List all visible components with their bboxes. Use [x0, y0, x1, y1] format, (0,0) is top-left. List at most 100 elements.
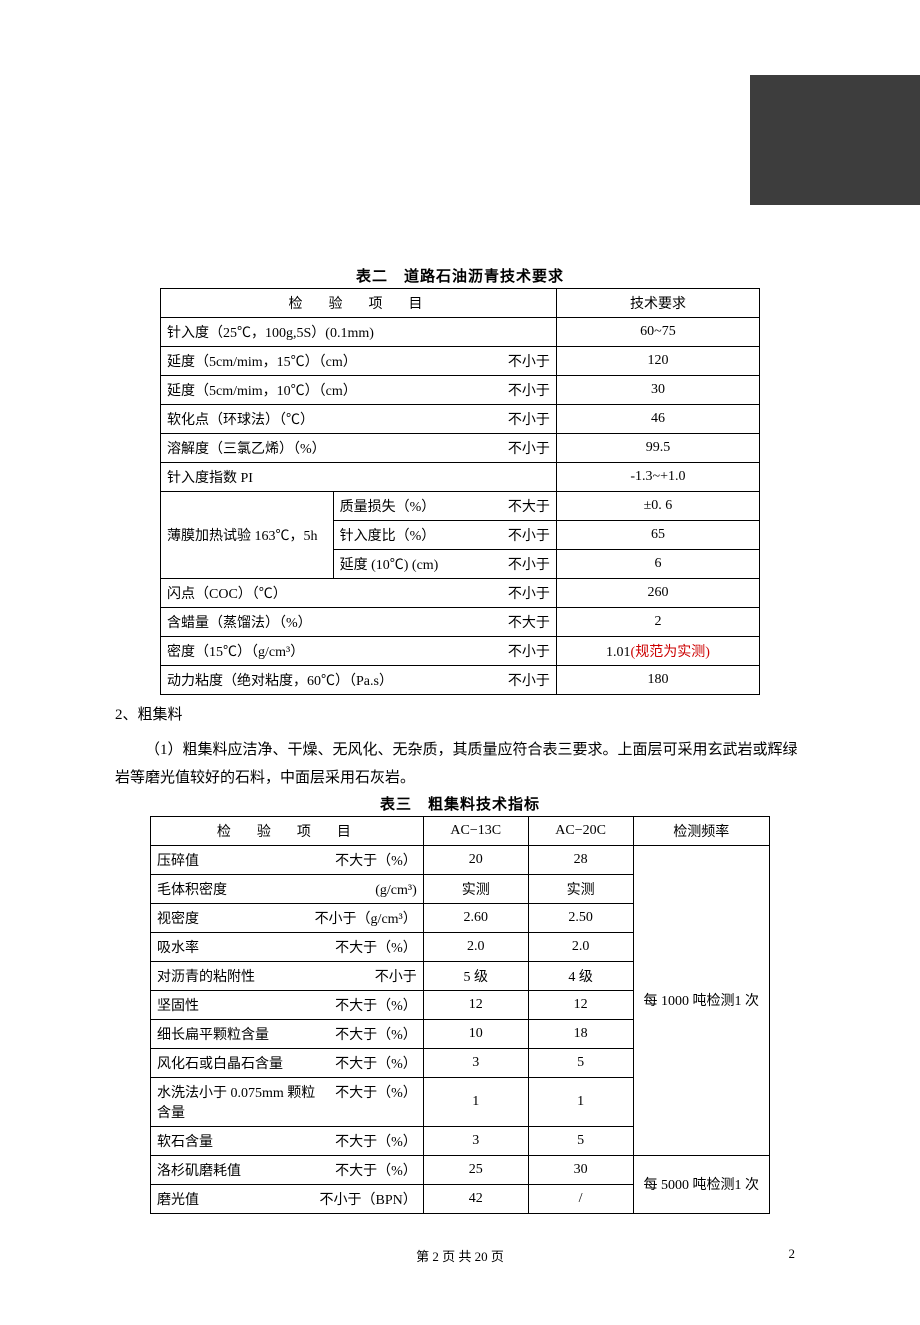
- t1-cond: 不小于: [500, 583, 550, 603]
- t1-label: 密度（15℃）（g/cm³）不小于: [161, 637, 557, 666]
- table1-header-right: 技术要求: [556, 289, 759, 318]
- table-row: 动力粘度（绝对粘度，60℃）（Pa.s）不小于180: [161, 666, 760, 695]
- t2-v1: 25: [423, 1155, 528, 1184]
- t2-v2: 2.50: [528, 903, 633, 932]
- t2-label-text: 毛体积密度: [157, 879, 367, 899]
- t2-label: 吸水率不大于（%）: [151, 932, 424, 961]
- t2-v2: 5: [528, 1126, 633, 1155]
- t1-group-label: 薄膜加热试验 163℃，5h: [161, 492, 334, 579]
- table1-title: 表二 道路石油沥青技术要求: [115, 265, 805, 286]
- t1-label: 延度（5cm/mim，10℃）（cm）不小于: [161, 376, 557, 405]
- t2-unit: 不小于: [367, 966, 417, 986]
- t2-v2: 实测: [528, 874, 633, 903]
- t2-label-text: 视密度: [157, 908, 307, 928]
- t2-h4: 检测频率: [633, 816, 769, 845]
- t1-label-text: 闪点（COC）（℃）: [167, 583, 500, 603]
- t1-label-text: 密度（15℃）（g/cm³）: [167, 641, 500, 661]
- table-row: 闪点（COC）（℃）不小于260: [161, 579, 760, 608]
- table-row: 洛杉矶磨耗值不大于（%）2530每 5000 吨检测1 次: [151, 1155, 770, 1184]
- t1-cond: 不大于: [500, 612, 550, 632]
- t1-cond: 不小于: [500, 409, 550, 429]
- page-footer: 第 2 页 共 20 页 2: [115, 1246, 805, 1265]
- table-row: 压碎值不大于（%）2028每 1000 吨检测1 次: [151, 845, 770, 874]
- t2-v1: 3: [423, 1126, 528, 1155]
- section-heading: 2、粗集料: [115, 701, 805, 730]
- t2-unit: (g/cm³): [367, 883, 417, 899]
- t2-label: 水洗法小于 0.075mm 颗粒含量不大于（%）: [151, 1077, 424, 1126]
- footer-center: 第 2 页 共 20 页: [416, 1249, 504, 1264]
- t1-value: 2: [556, 608, 759, 637]
- t1-sub-cond: 不小于: [500, 525, 550, 545]
- t2-v2: 28: [528, 845, 633, 874]
- t2-unit: 不小于（g/cm³）: [307, 908, 417, 928]
- t2-unit: 不小于（BPN）: [312, 1189, 417, 1209]
- table-row: 溶解度（三氯乙烯）（%）不小于99.5: [161, 434, 760, 463]
- t1-cond: 不小于: [500, 641, 550, 661]
- t1-label: 软化点（环球法）（℃）不小于: [161, 405, 557, 434]
- t2-freq2: 每 5000 吨检测1 次: [633, 1155, 769, 1213]
- t1-value: 260: [556, 579, 759, 608]
- t1-label: 含蜡量（蒸馏法）（%）不大于: [161, 608, 557, 637]
- t1-value: -1.3~+1.0: [556, 463, 759, 492]
- table2: 检 验 项 目 AC−13C AC−20C 检测频率 压碎值不大于（%）2028…: [150, 816, 770, 1214]
- t2-label: 风化石或白晶石含量不大于（%）: [151, 1048, 424, 1077]
- t1-label: 溶解度（三氯乙烯）（%）不小于: [161, 434, 557, 463]
- t1-cond: 不小于: [500, 380, 550, 400]
- table-row: 含蜡量（蒸馏法）（%）不大于2: [161, 608, 760, 637]
- t1-sub-value: 6: [556, 550, 759, 579]
- t1-label: 闪点（COC）（℃）不小于: [161, 579, 557, 608]
- t2-v1: 10: [423, 1019, 528, 1048]
- dark-corner-block: [750, 75, 920, 205]
- t2-label: 坚固性不大于（%）: [151, 990, 424, 1019]
- t2-h2: AC−13C: [423, 816, 528, 845]
- t2-unit: 不大于（%）: [327, 1082, 417, 1102]
- t2-label-text: 坚固性: [157, 995, 327, 1015]
- t2-freq1: 每 1000 吨检测1 次: [633, 845, 769, 1155]
- table1-header-row: 检 验 项 目 技术要求: [161, 289, 760, 318]
- t2-label-text: 风化石或白晶石含量: [157, 1053, 327, 1073]
- t1-label-text: 延度（5cm/mim，10℃）（cm）: [167, 380, 500, 400]
- t1-sub-text: 质量损失（%）: [340, 496, 500, 516]
- t2-v2: 30: [528, 1155, 633, 1184]
- t1-cond: 不小于: [500, 351, 550, 371]
- t2-v2: 4 级: [528, 961, 633, 990]
- t2-v2: 1: [528, 1077, 633, 1126]
- footer-page-number: 2: [789, 1246, 796, 1262]
- t2-label: 对沥青的粘附性不小于: [151, 961, 424, 990]
- t1-sub-value: 65: [556, 521, 759, 550]
- t1-value: 120: [556, 347, 759, 376]
- t1-value-note: (规范为实测): [631, 645, 710, 660]
- t1-label: 针入度指数 PI: [161, 463, 557, 492]
- page: 表二 道路石油沥青技术要求 检 验 项 目 技术要求 针入度（25℃，100g,…: [0, 0, 920, 1325]
- t2-v1: 20: [423, 845, 528, 874]
- t2-label: 视密度不小于（g/cm³）: [151, 903, 424, 932]
- table2-header-row: 检 验 项 目 AC−13C AC−20C 检测频率: [151, 816, 770, 845]
- t2-label: 毛体积密度(g/cm³): [151, 874, 424, 903]
- table-row: 薄膜加热试验 163℃，5h质量损失（%）不大于±0. 6: [161, 492, 760, 521]
- t1-label-text: 溶解度（三氯乙烯）（%）: [167, 438, 500, 458]
- t1-sub-label: 质量损失（%）不大于: [333, 492, 556, 521]
- table-row: 延度（5cm/mim，15℃）（cm）不小于120: [161, 347, 760, 376]
- t1-label: 针入度（25℃，100g,5S）(0.1mm): [161, 318, 557, 347]
- t1-value: 60~75: [556, 318, 759, 347]
- t2-label-text: 压碎值: [157, 850, 327, 870]
- t2-label-text: 磨光值: [157, 1189, 312, 1209]
- t2-unit: 不大于（%）: [327, 937, 417, 957]
- t2-label: 细长扁平颗粒含量不大于（%）: [151, 1019, 424, 1048]
- t1-cond: 不小于: [500, 438, 550, 458]
- t2-v2: 12: [528, 990, 633, 1019]
- t1-label-text: 动力粘度（绝对粘度，60℃）（Pa.s）: [167, 670, 500, 690]
- table-row: 针入度指数 PI-1.3~+1.0: [161, 463, 760, 492]
- t1-value-main: 1.01: [606, 645, 631, 660]
- t1-label: 延度（5cm/mim，15℃）（cm）不小于: [161, 347, 557, 376]
- t2-v2: /: [528, 1184, 633, 1213]
- t1-sub-text: 延度 (10℃) (cm): [340, 554, 500, 574]
- table-row: 软化点（环球法）（℃）不小于46: [161, 405, 760, 434]
- t1-sub-label: 延度 (10℃) (cm)不小于: [333, 550, 556, 579]
- t2-v1: 5 级: [423, 961, 528, 990]
- t2-unit: 不大于（%）: [327, 1160, 417, 1180]
- t1-cond: 不小于: [500, 670, 550, 690]
- t2-label-text: 吸水率: [157, 937, 327, 957]
- t2-unit: 不大于（%）: [327, 1053, 417, 1073]
- t2-label: 压碎值不大于（%）: [151, 845, 424, 874]
